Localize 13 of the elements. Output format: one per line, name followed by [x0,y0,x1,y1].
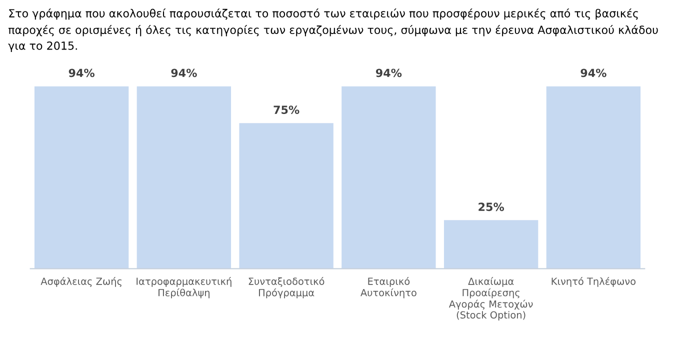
x-tick-label: Δικαίωμα Προαίρεσης Αγοράς Μετοχών (Stock Option) [448,277,533,320]
x-tick-label: Κινητό Τηλέφωνο [552,277,636,287]
data-label: 94% [171,68,197,78]
data-label: 94% [376,68,402,78]
x-tick-label: Εταιρικό Αυτοκίνητο [360,277,416,298]
data-label: 25% [478,202,504,212]
x-tick-label: Ασφάλειας Ζωής [40,277,122,287]
data-label: 94% [68,68,95,78]
x-tick-label: Συνταξιοδοτικό Πρόγραμμα [248,277,324,298]
data-label: 94% [580,68,606,78]
chart-title: Στο γράφημα που ακολουθεί παρουσιάζεται το ποσοστό των εταιρειών που προσφέρουν μερικές από τις βασικές παροχές σε ορισμένες ή όλες τις κατηγορίες των εργαζομένων τους, σύμφωνα με την έρευνα Ασφαλιστικού κλάδου για το 2015. [8,8,658,52]
data-label: 75% [274,106,300,114]
x-tick-label: Ιατροφαρμακευτική Περίθαλψη [136,277,232,298]
